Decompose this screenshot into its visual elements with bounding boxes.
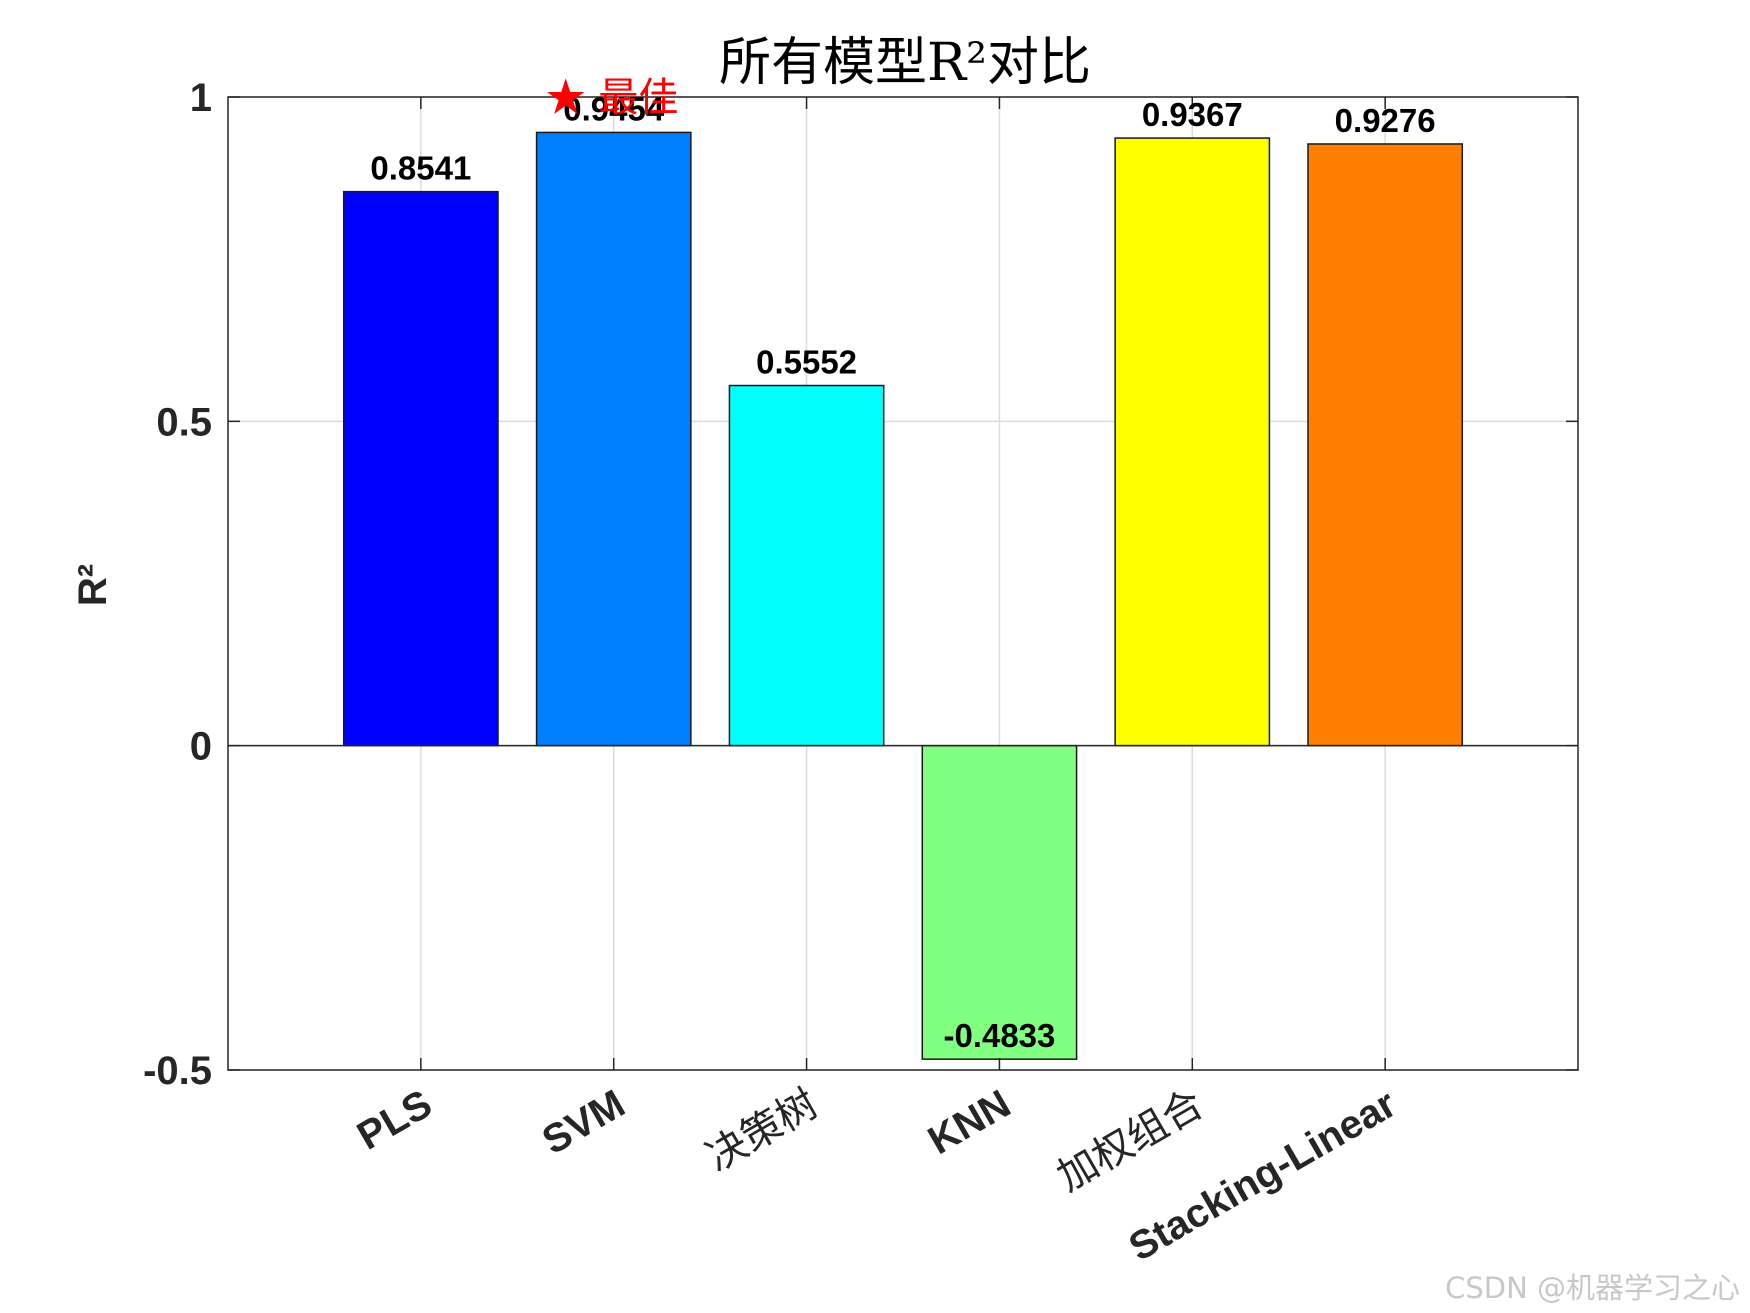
bar-stacking-linear bbox=[1307, 143, 1464, 747]
best-annotation: ★ 最佳 bbox=[546, 75, 679, 121]
value-label: -0.4833 bbox=[943, 1017, 1055, 1054]
value-labels: 0.8541 0.9454 0.5552 -0.4833 0.9367 0.9276 bbox=[370, 90, 1435, 1054]
value-label: 0.5552 bbox=[756, 344, 857, 381]
bar-- bbox=[1114, 137, 1271, 747]
y-tick-label: -0.5 bbox=[143, 1049, 212, 1093]
watermark: CSDN @机器学习之心 bbox=[1445, 1271, 1740, 1305]
bar-knn bbox=[921, 744, 1078, 1060]
y-tick-label: 0 bbox=[190, 725, 212, 769]
value-label: 0.8541 bbox=[370, 150, 471, 187]
axes bbox=[227, 96, 1579, 1071]
value-label: 0.9367 bbox=[1142, 96, 1243, 133]
value-label: 0.9454 bbox=[563, 90, 665, 127]
bar-pls bbox=[342, 190, 499, 747]
bars bbox=[342, 131, 1464, 1060]
value-label: 0.9276 bbox=[1335, 102, 1436, 139]
y-tick-label: 0.5 bbox=[156, 400, 212, 444]
plot-frame bbox=[227, 96, 1579, 1071]
bar-- bbox=[728, 384, 885, 747]
chart-title: 所有模型R²对比 bbox=[719, 33, 1091, 93]
y-axis-label: R² bbox=[71, 564, 115, 606]
y-tick-label: 1 bbox=[190, 76, 212, 120]
bar-svm bbox=[535, 131, 692, 747]
